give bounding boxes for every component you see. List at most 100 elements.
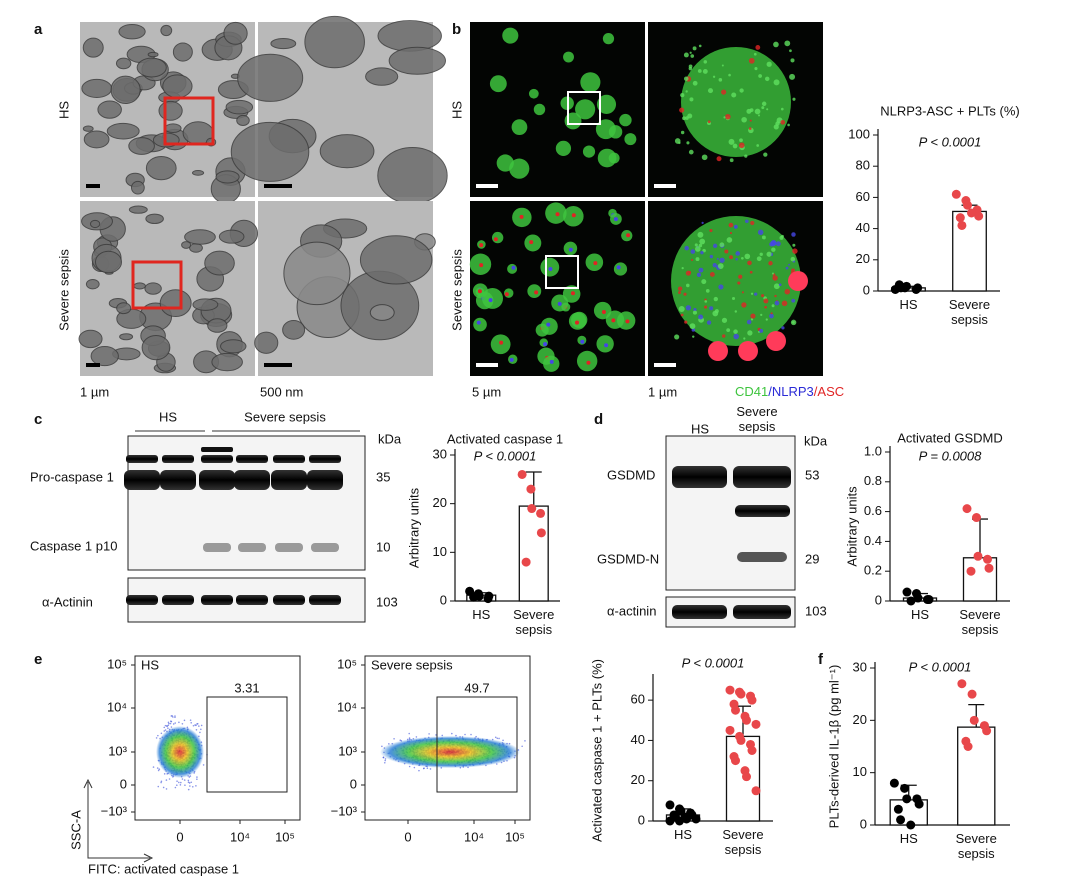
roi-box (131, 260, 183, 310)
speckle (775, 241, 781, 247)
kda: 103 (376, 594, 398, 609)
organelle (220, 339, 247, 354)
organelle (145, 213, 164, 225)
category-label: Severe sepsis (948, 297, 991, 327)
data-point (527, 504, 537, 514)
y-tick-label: 60 (631, 692, 645, 707)
category-box: HS (900, 831, 918, 846)
speckle (754, 108, 761, 115)
speckle (728, 138, 735, 145)
speckle (707, 120, 711, 124)
x-tick-label: 10⁴ (230, 829, 250, 844)
asc-speck (766, 331, 786, 351)
platelet (602, 32, 615, 45)
data-point (889, 778, 899, 788)
roi-box (545, 255, 579, 289)
y-tick-label: 10⁵ (107, 656, 127, 671)
event (164, 724, 167, 727)
event (189, 719, 192, 721)
organelle (147, 51, 159, 58)
band (201, 447, 233, 452)
organelle (377, 147, 448, 205)
data-point (967, 689, 977, 699)
speckle (682, 116, 686, 121)
puncta (613, 217, 618, 222)
platelet (582, 145, 596, 158)
scale-label: 500 nm (260, 384, 303, 399)
organelle (90, 346, 119, 367)
category-label: Severe sepsis (513, 607, 555, 637)
organelle (207, 318, 228, 333)
y-tick-label: −10³ (101, 803, 128, 818)
event (188, 782, 191, 784)
speckle (764, 76, 770, 82)
data-point (751, 786, 761, 796)
puncta (519, 214, 524, 219)
category-label: Severe sepsis (722, 827, 764, 857)
speckle (773, 41, 779, 48)
speckle (734, 310, 738, 313)
panel-label: d (594, 411, 603, 428)
speckle (744, 253, 751, 260)
speckle (691, 258, 694, 261)
y-tick-label: 60 (856, 189, 870, 204)
band-label: GSDMD (607, 467, 655, 482)
speckle (689, 323, 696, 330)
speckle (781, 300, 788, 307)
scale-bar (264, 184, 292, 188)
speckle (768, 261, 773, 266)
speckle (693, 308, 697, 312)
y-tick-label: 10 (853, 764, 867, 779)
event (200, 724, 203, 727)
data-point (902, 794, 912, 804)
data-point (736, 735, 746, 745)
organelle (365, 67, 399, 86)
speckle (696, 272, 702, 277)
speckle (772, 275, 778, 281)
chart-title: NLRP3-ASC + PLTs (%) (880, 103, 1020, 118)
event (163, 730, 166, 732)
puncta (479, 243, 484, 248)
legend-entry: CD41 (735, 384, 768, 399)
axis-arrows (87, 782, 150, 859)
speckle (701, 279, 707, 285)
organelle (282, 319, 306, 340)
speckle (678, 291, 681, 295)
puncta (557, 301, 562, 306)
speckle (721, 317, 728, 323)
y-tick-label: −10³ (331, 803, 358, 818)
event (190, 781, 193, 784)
organelle (110, 75, 141, 104)
platelet (575, 99, 596, 120)
event (441, 734, 444, 737)
puncta (580, 339, 585, 344)
data-point (665, 816, 675, 826)
platelet (608, 152, 620, 164)
event (172, 716, 174, 718)
event (181, 722, 184, 725)
speckle (789, 49, 792, 53)
speckle (749, 270, 753, 274)
speckle (780, 107, 784, 111)
speckle (685, 90, 688, 93)
event (496, 737, 499, 740)
scale-bar (654, 363, 676, 367)
speckle (750, 220, 755, 226)
density (156, 726, 204, 778)
speckle (680, 130, 685, 135)
y-tick-label: 10³ (108, 743, 127, 758)
p-value: P < 0.0001 (682, 655, 745, 670)
speckle (680, 93, 685, 98)
data-point (751, 719, 761, 729)
speckle (712, 263, 717, 268)
speckle (733, 333, 739, 340)
speckle (769, 313, 774, 319)
data-point (665, 800, 675, 810)
organelle (128, 137, 155, 155)
category-box: Severe sepsis (948, 297, 991, 327)
band (311, 543, 339, 552)
speckle (761, 235, 766, 240)
lane-label: HS (159, 409, 177, 424)
event (196, 723, 198, 725)
organelle (85, 278, 100, 290)
